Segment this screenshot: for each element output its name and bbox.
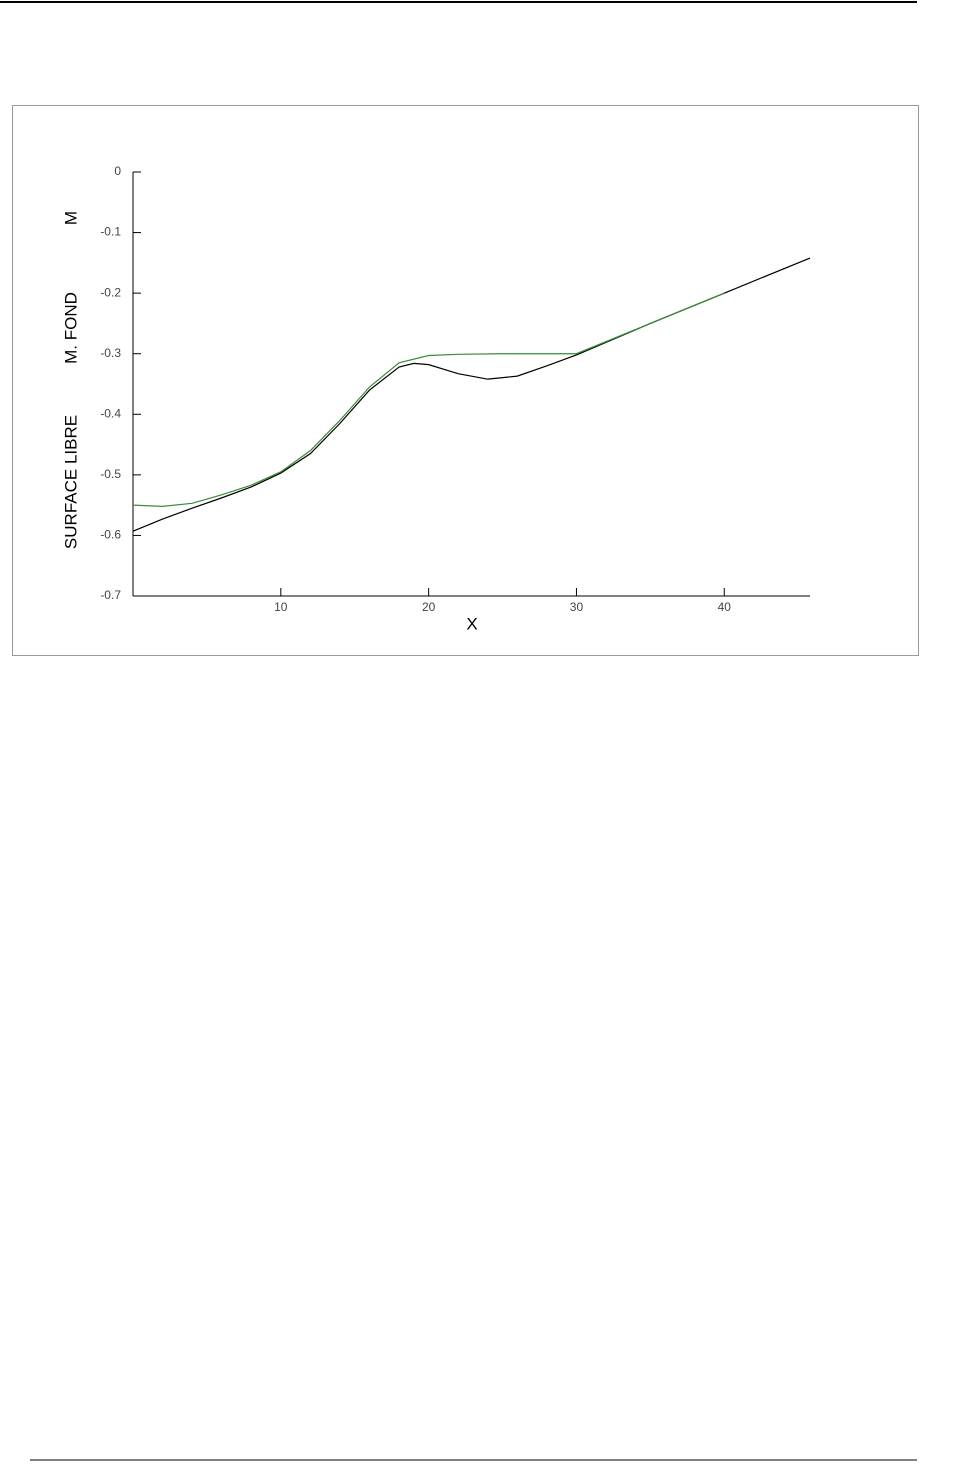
- y-tick-label: -0.6: [100, 528, 121, 542]
- x-tick-label: 20: [422, 600, 436, 614]
- y-axis-label: M. FOND: [61, 292, 80, 364]
- y-tick-label: -0.4: [100, 406, 121, 420]
- y-tick-label: -0.3: [100, 346, 121, 360]
- x-tick-label: 30: [570, 600, 584, 614]
- chart-frame: [12, 105, 919, 656]
- y-tick-label: -0.7: [100, 588, 121, 602]
- y-tick-label: -0.5: [100, 467, 121, 481]
- data-line: [132, 257, 811, 532]
- x-tick-label: 10: [274, 600, 288, 614]
- x-axis-label: X: [466, 614, 477, 633]
- y-tick-label: -0.1: [100, 225, 121, 239]
- y-axis-label: M: [61, 211, 80, 225]
- data-line: [132, 292, 725, 507]
- x-tick-label: 40: [718, 600, 732, 614]
- y-axis-label: SURFACE LIBRE: [61, 415, 80, 549]
- y-tick-label: -0.2: [100, 285, 121, 299]
- y-tick-label: 0: [114, 164, 121, 178]
